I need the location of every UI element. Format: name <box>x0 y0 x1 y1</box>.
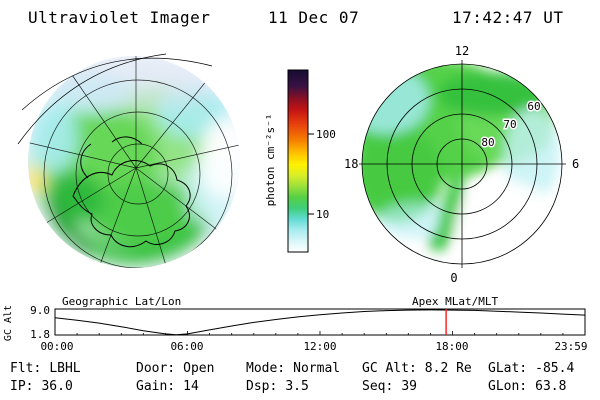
status-gain-label: Gain: <box>136 379 176 394</box>
status-mode: Mode: Normal <box>246 361 340 376</box>
status-ip: IP: 36.0 <box>10 379 73 394</box>
status-glon-value: 63.8 <box>535 379 567 394</box>
time-label: 17:42:47 UT <box>452 8 564 27</box>
strip-xtick-2359: 23:59 <box>554 340 587 353</box>
uv-image-disc <box>28 56 240 268</box>
status-seq-label: Seq: <box>362 379 394 394</box>
status-flt-value: LBHL <box>49 361 81 376</box>
status-flt-label: Flt: <box>10 361 42 376</box>
apex-caption: Apex MLat/MLT <box>412 295 498 308</box>
colorbar-tick-10: 10 <box>316 208 329 221</box>
mlt-crosshair <box>358 60 566 268</box>
status-dsp-value: 3.5 <box>285 379 309 394</box>
geographic-grid <box>28 56 240 268</box>
strip-xtick-0600: 06:00 <box>170 340 203 353</box>
status-gain-value: 14 <box>183 379 199 394</box>
apex-mlat-mlt-plot: 12 18 6 0 80 70 60 <box>343 43 581 287</box>
status-ip-label: IP: <box>10 379 34 394</box>
status-seq-value: 39 <box>401 379 417 394</box>
status-door-value: Open <box>183 361 215 376</box>
status-seq: Seq: 39 <box>362 379 417 394</box>
mlat-ring-label-80: 80 <box>481 136 494 149</box>
status-flt: Flt: LBHL <box>10 361 81 376</box>
strip-y-axis-label: GC Alt <box>3 305 14 341</box>
strip-ymin-label: 1.8 <box>30 328 50 341</box>
colorbar-gradient <box>287 69 309 253</box>
strip-ymax-label: 9.0 <box>30 304 50 317</box>
status-dsp: Dsp: 3.5 <box>246 379 309 394</box>
aurora-emission-geographic <box>28 58 240 264</box>
status-door: Door: Open <box>136 361 214 376</box>
status-mode-label: Mode: <box>246 361 286 376</box>
aurora-emission-apex <box>362 64 560 264</box>
hour-tick-marks <box>54 331 586 335</box>
status-ip-value: 36.0 <box>41 379 73 394</box>
date-label: 11 Dec 07 <box>268 8 360 27</box>
mlat-ring-label-60: 60 <box>527 100 540 113</box>
mlt-label-18: 18 <box>344 157 358 171</box>
status-gcalt-value: 8.2 Re <box>424 361 472 376</box>
strip-xtick-0000: 00:00 <box>40 340 73 353</box>
antarctica-coastline <box>72 136 191 248</box>
strip-xtick-1200: 12:00 <box>303 340 336 353</box>
status-dsp-label: Dsp: <box>246 379 278 394</box>
strip-xtick-1800: 18:00 <box>435 340 468 353</box>
status-door-label: Door: <box>136 361 176 376</box>
status-gain: Gain: 14 <box>136 379 199 394</box>
altitude-curve <box>54 309 586 336</box>
app-title: Ultraviolet Imager <box>28 8 211 27</box>
colorbar: photon cm⁻²s⁻¹ 100 10 <box>264 69 336 253</box>
status-glon: GLon: 63.8 <box>488 379 566 394</box>
status-glon-label: GLon: <box>488 379 528 394</box>
mlt-label-12: 12 <box>455 44 469 58</box>
grid-arcs-outside <box>17 53 213 145</box>
orbit-altitude-strip-chart: Geographic Lat/Lon Apex MLat/MLT GC Alt … <box>3 295 588 353</box>
status-gcalt-label: GC Alt: <box>362 361 417 376</box>
geographic-caption: Geographic Lat/Lon <box>62 295 181 308</box>
mlt-label-6: 6 <box>572 157 579 171</box>
mlt-label-0: 0 <box>450 271 457 285</box>
status-gcalt: GC Alt: 8.2 Re <box>362 361 472 376</box>
status-mode-value: Normal <box>293 361 341 376</box>
mlat-ring-label-70: 70 <box>503 118 516 131</box>
colorbar-units-label: photon cm⁻²s⁻¹ <box>264 114 277 207</box>
status-glat-value: -85.4 <box>535 361 575 376</box>
status-glat-label: GLat: <box>488 361 528 376</box>
geographic-uv-image <box>17 53 240 268</box>
colorbar-tick-100: 100 <box>316 128 336 141</box>
status-glat: GLat: -85.4 <box>488 361 574 376</box>
